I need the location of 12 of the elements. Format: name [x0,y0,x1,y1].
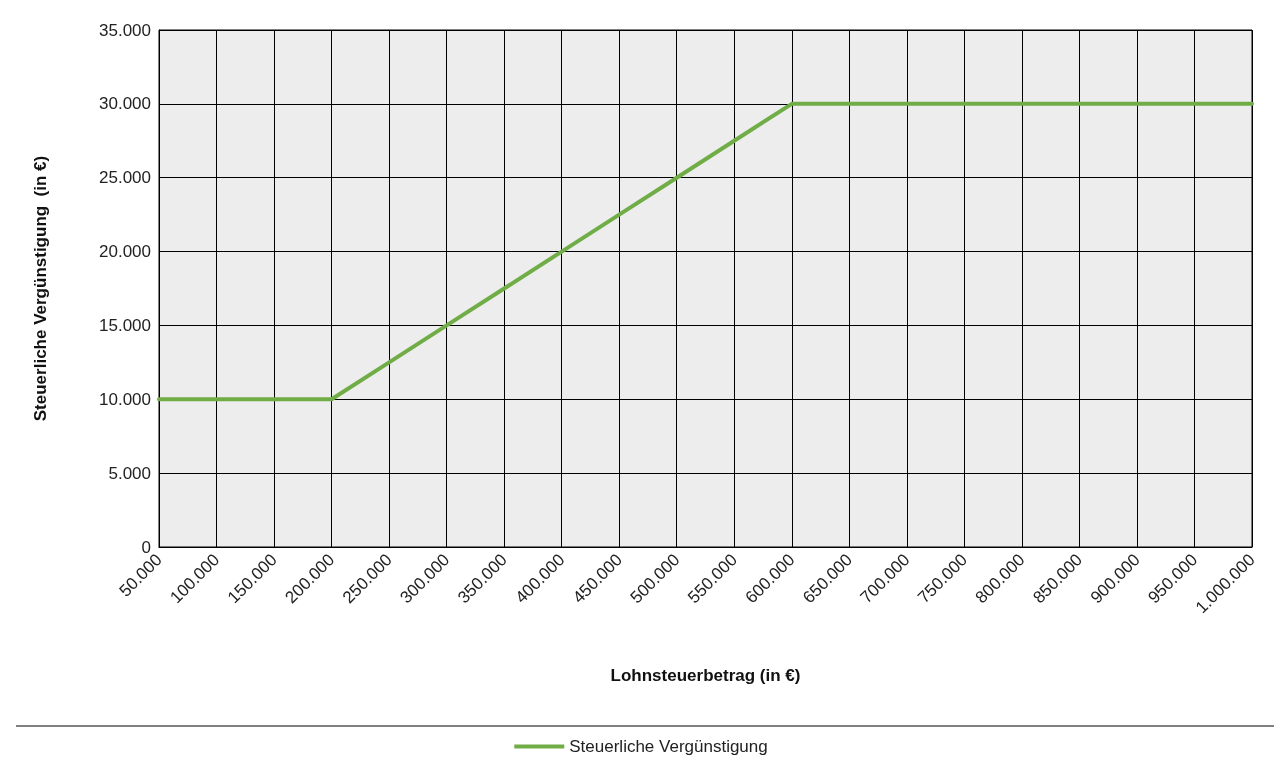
y-tick-label: 15.000 [99,315,151,335]
y-tick-label: 5.000 [108,463,151,483]
y-tick-label: 20.000 [99,242,151,262]
x-axis-title: Lohnsteuerbetrag (in €) [610,666,801,685]
y-tick-label: 25.000 [99,168,151,188]
legend-label: Steuerliche Vergünstigung [569,737,768,756]
y-tick-label: 30.000 [99,94,151,114]
y-tick-label: 10.000 [99,389,151,409]
line-series [157,101,1254,402]
y-tick-label: 35.000 [99,20,151,40]
y-tick-label: 0 [141,537,151,557]
y-axis-title: Steuerliche Vergünstigung (in €) [31,155,50,422]
